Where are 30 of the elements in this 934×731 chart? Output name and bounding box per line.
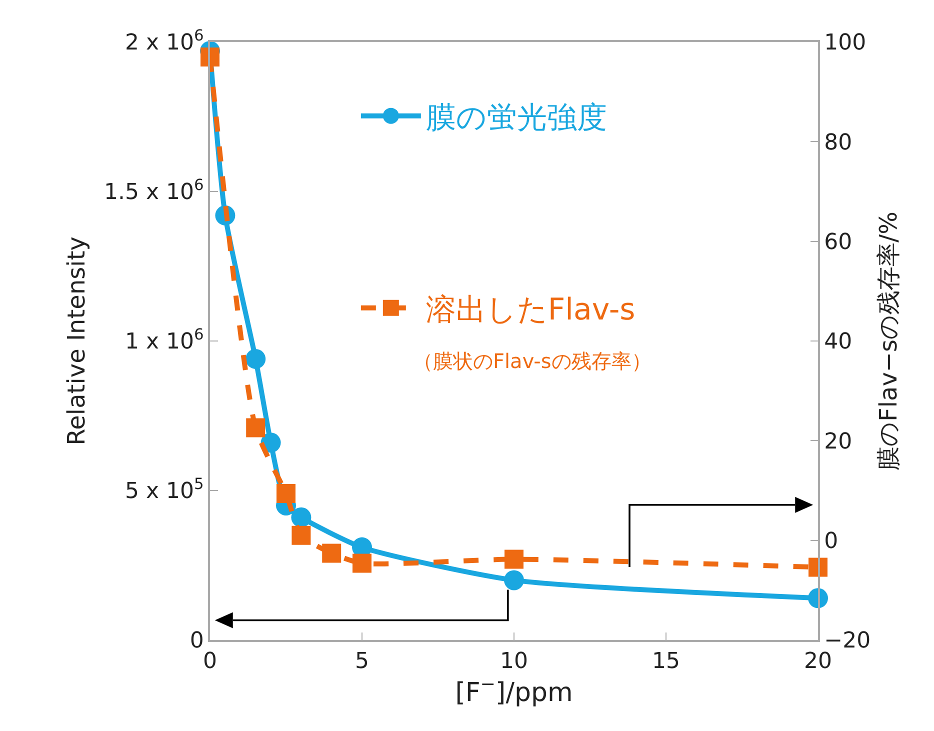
legend-label: 溶出したFlav-s [426, 292, 636, 328]
x-tick-label: 5 [355, 649, 369, 674]
point [352, 554, 372, 573]
point [246, 348, 266, 369]
point [504, 550, 524, 569]
point [292, 526, 311, 545]
y2-tick-label: 60 [824, 230, 852, 256]
point [276, 484, 296, 503]
y2-tick-label: 80 [824, 130, 852, 156]
point [246, 418, 266, 438]
point [322, 544, 342, 563]
x-axis-title: [F$^{−}$]/ppm [455, 674, 573, 708]
y-tick-label: 2 x 10$^{6}$ [125, 26, 204, 56]
y2-tick-label: 0 [824, 529, 838, 554]
y-tick-label: 1 x 10$^{6}$ [125, 325, 204, 355]
y2-tick-label: 100 [824, 30, 866, 56]
legend-label: 膜の蛍光強度 [426, 100, 607, 136]
x-tick-label: 15 [652, 649, 680, 674]
point [291, 507, 312, 528]
point [504, 570, 524, 590]
annotation: （膜状のFlav-sの残存率） [413, 349, 652, 373]
y-tick-label: 5 x 10$^{5}$ [125, 474, 204, 504]
y2-tick-label: 40 [824, 330, 852, 355]
y2-tick-label: 20 [824, 429, 852, 454]
y-tick-label: 0 [190, 628, 204, 654]
x-tick-label: 20 [804, 649, 832, 674]
y2-axis-title: 膜のFlav−sの残存率/% [874, 212, 902, 470]
y-axis-title: Relative Intensity [62, 236, 91, 446]
y-tick-label: 1.5 x 10$^{6}$ [104, 176, 204, 206]
x-tick-label: 10 [500, 649, 528, 674]
